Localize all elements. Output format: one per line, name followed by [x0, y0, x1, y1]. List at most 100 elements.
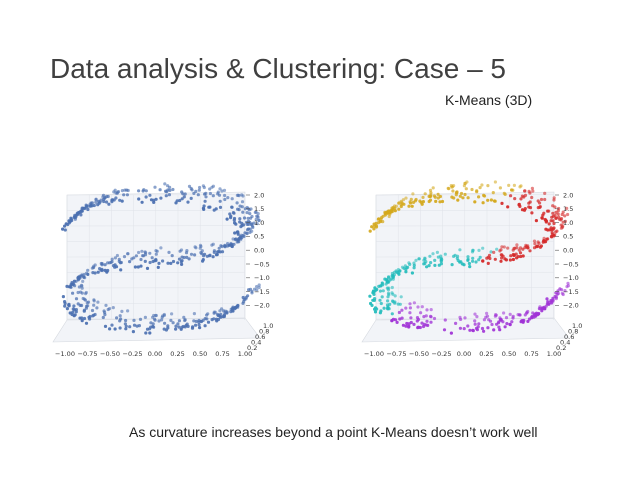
- scatter-point: [67, 219, 71, 223]
- scatter-point: [386, 211, 391, 215]
- scatter-point: [103, 263, 107, 267]
- scatter-point: [561, 210, 565, 214]
- scatter-point: [453, 253, 457, 257]
- scatter-point: [255, 222, 259, 226]
- scatter-point: [228, 212, 232, 216]
- scatter-point: [397, 207, 401, 211]
- scatter-point: [410, 204, 414, 208]
- scatter-point: [61, 227, 65, 231]
- scatter-point: [391, 275, 395, 279]
- scatter-point: [72, 314, 76, 318]
- scatter-point: [433, 195, 437, 199]
- scatter-point: [370, 225, 374, 229]
- scatter-point: [217, 246, 221, 250]
- scatter-point: [118, 314, 122, 318]
- scatter-point: [502, 311, 506, 315]
- scatter-point: [143, 253, 148, 257]
- scatter-point: [482, 329, 486, 333]
- scatter-point: [421, 324, 426, 329]
- scatter-point: [530, 195, 534, 200]
- scatter-point: [177, 257, 182, 261]
- scatter-point: [166, 324, 170, 328]
- scatter-point: [151, 315, 155, 319]
- scatter-point: [180, 197, 184, 201]
- scatter-point: [494, 313, 498, 317]
- scatter-point: [140, 249, 144, 253]
- scatter-point: [77, 285, 81, 289]
- scatter-point: [159, 196, 163, 200]
- scatter-point: [250, 291, 254, 295]
- scatter-point: [229, 216, 233, 220]
- scatter-point: [143, 259, 147, 263]
- scatter-point: [163, 321, 167, 325]
- scatter-point: [126, 309, 130, 313]
- x-tick-label: 0.50: [193, 350, 207, 358]
- scatter-point: [105, 194, 109, 199]
- scatter-point: [467, 261, 471, 266]
- scatter-point: [177, 325, 181, 329]
- scatter-point: [233, 237, 237, 241]
- scatter-point: [428, 254, 432, 258]
- scatter-point: [128, 325, 132, 329]
- scatter-point: [420, 202, 424, 206]
- scatter-point: [458, 315, 462, 319]
- scatter-point: [242, 223, 246, 227]
- scatter-point: [230, 205, 234, 209]
- scatter-point: [65, 284, 69, 288]
- scatter-point: [515, 256, 519, 260]
- scatter-point: [456, 198, 460, 202]
- scatter-point: [220, 250, 225, 254]
- scatter-point: [103, 324, 108, 328]
- scatter-point: [432, 316, 437, 321]
- y-tick-label: 0.6: [564, 333, 574, 341]
- scatter-point: [222, 188, 227, 192]
- scatter-point: [208, 187, 212, 191]
- x-tick-label: −0.25: [432, 350, 452, 358]
- scatter-point: [504, 316, 509, 320]
- scatter-point: [429, 193, 433, 197]
- scatter-point: [118, 326, 122, 330]
- scatter-point: [192, 319, 196, 323]
- scatter-point: [94, 198, 98, 202]
- scatter-point: [433, 258, 437, 262]
- scatter-point: [255, 214, 259, 218]
- scatter-point: [80, 319, 84, 323]
- scatter-point: [461, 196, 465, 200]
- scatter-point: [449, 331, 453, 335]
- scatter-point: [498, 186, 502, 190]
- scatter-point: [391, 292, 395, 296]
- scatter-point: [157, 319, 161, 323]
- floor-pane: [52, 317, 261, 343]
- scatter-point: [512, 253, 516, 257]
- scatter-point: [409, 316, 413, 320]
- slide-title: Data analysis & Clustering: Case – 5: [50, 53, 506, 84]
- scatter-point: [442, 328, 447, 332]
- scatter-3d-plot-left: 2.0 1.5 1.0 0.5 0.0 −0.5 −1.0 −1.5 −2.0 −1.00 −0.7…: [52, 182, 273, 358]
- scatter-point: [450, 185, 454, 189]
- scatter-point: [517, 203, 521, 207]
- scatter-point: [500, 256, 504, 260]
- scatter-point: [180, 262, 184, 266]
- scatter-point: [205, 254, 209, 258]
- scatter-point: [117, 257, 121, 261]
- scatter-point: [509, 194, 513, 198]
- scatter-point: [424, 314, 428, 318]
- scatter-point: [533, 242, 537, 246]
- scatter-point: [527, 189, 531, 193]
- scatter-point: [174, 327, 178, 331]
- scatter-point: [523, 207, 527, 211]
- scatter-point: [404, 196, 408, 200]
- scatter-point: [498, 328, 502, 332]
- scatter-point: [528, 200, 532, 204]
- scatter-point: [80, 291, 84, 295]
- x-tick-label: 0.50: [502, 350, 516, 358]
- scatter-point: [433, 263, 437, 267]
- scatter-point: [527, 205, 531, 209]
- scatter-point: [518, 246, 523, 250]
- scatter-point: [210, 243, 214, 247]
- scatter-point: [508, 322, 512, 326]
- scatter-point: [132, 323, 137, 327]
- scatter-point: [112, 190, 116, 194]
- scatter-point: [473, 322, 477, 326]
- scatter-point: [526, 319, 530, 323]
